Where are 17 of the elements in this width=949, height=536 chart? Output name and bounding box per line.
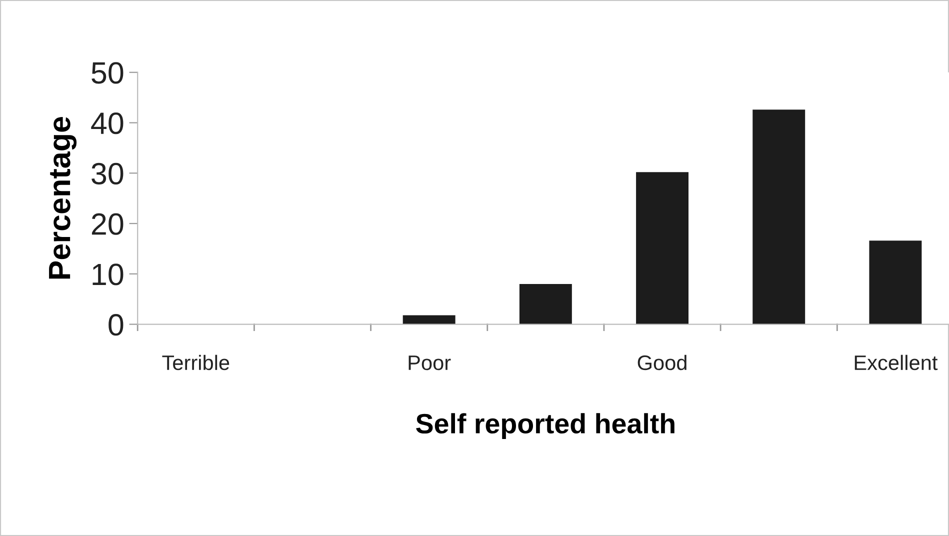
y-tick-label: 40 <box>91 112 124 134</box>
x-tick-label: Poor <box>408 356 451 370</box>
bar <box>402 315 456 324</box>
y-axis-title: Percentage <box>49 116 77 279</box>
x-axis-title: Self reported health <box>416 413 674 440</box>
bar <box>519 284 572 324</box>
bar <box>636 172 688 324</box>
y-tick-label: 10 <box>92 264 124 286</box>
bar <box>752 110 806 324</box>
y-tick-label: 30 <box>92 162 124 184</box>
bar <box>869 240 922 324</box>
x-tick-label: Terrible <box>162 354 230 370</box>
y-tick-label: 0 <box>108 314 124 336</box>
x-tick-label: Excellent <box>854 354 938 370</box>
x-tick-label: Good <box>638 354 686 370</box>
y-tick-label: 20 <box>92 213 124 235</box>
y-tick-label: 50 <box>92 62 124 84</box>
